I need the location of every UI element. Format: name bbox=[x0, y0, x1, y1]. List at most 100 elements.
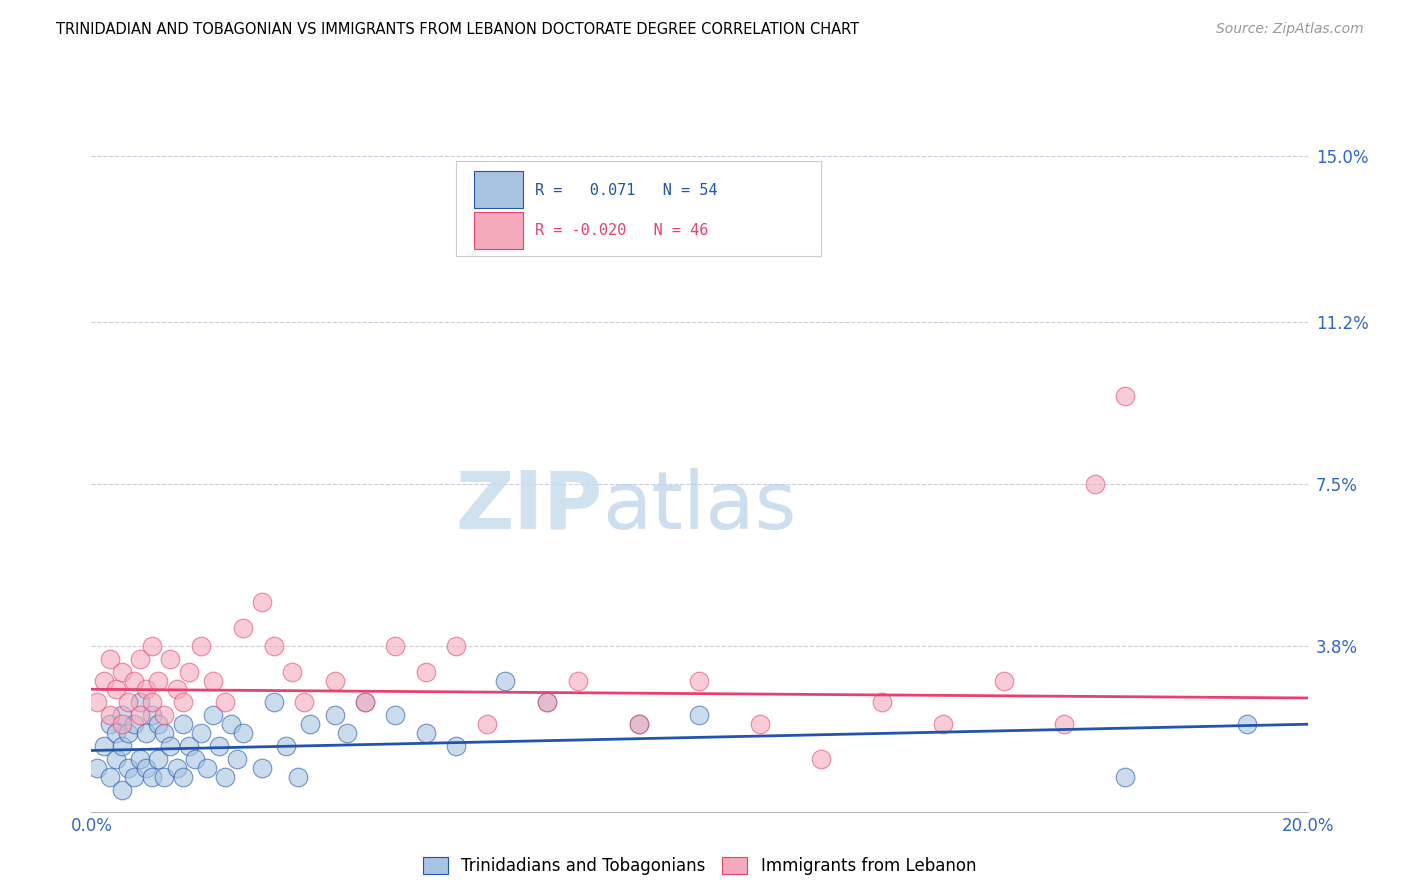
Point bbox=[141, 639, 163, 653]
Point bbox=[93, 739, 115, 753]
Point bbox=[129, 651, 152, 665]
Point bbox=[111, 739, 134, 753]
Text: ZIP: ZIP bbox=[456, 467, 602, 546]
Point bbox=[627, 717, 650, 731]
Point bbox=[627, 717, 650, 731]
Point bbox=[263, 639, 285, 653]
Legend: Trinidadians and Tobagonians, Immigrants from Lebanon: Trinidadians and Tobagonians, Immigrants… bbox=[416, 850, 983, 881]
Point bbox=[153, 770, 176, 784]
Point bbox=[1084, 476, 1107, 491]
Point bbox=[494, 673, 516, 688]
Point bbox=[299, 717, 322, 731]
Point bbox=[214, 770, 236, 784]
FancyBboxPatch shape bbox=[456, 161, 821, 256]
Point bbox=[688, 708, 710, 723]
Point bbox=[250, 761, 273, 775]
Point bbox=[159, 651, 181, 665]
Point bbox=[202, 673, 225, 688]
Point bbox=[195, 761, 218, 775]
Point bbox=[870, 695, 893, 709]
Point bbox=[323, 708, 346, 723]
Point bbox=[214, 695, 236, 709]
Point bbox=[226, 752, 249, 766]
Point bbox=[384, 708, 406, 723]
Point bbox=[129, 708, 152, 723]
Point bbox=[122, 673, 145, 688]
Point bbox=[536, 695, 558, 709]
Point bbox=[415, 665, 437, 679]
Point bbox=[148, 673, 170, 688]
Point bbox=[1053, 717, 1076, 731]
Point bbox=[931, 717, 953, 731]
Text: Source: ZipAtlas.com: Source: ZipAtlas.com bbox=[1216, 22, 1364, 37]
Point bbox=[219, 717, 242, 731]
Point bbox=[122, 770, 145, 784]
Point bbox=[111, 708, 134, 723]
Point bbox=[415, 726, 437, 740]
Point bbox=[104, 726, 127, 740]
Point bbox=[117, 761, 139, 775]
Point bbox=[184, 752, 207, 766]
Point bbox=[104, 752, 127, 766]
Text: R = -0.020   N = 46: R = -0.020 N = 46 bbox=[536, 223, 709, 238]
Point bbox=[166, 682, 188, 697]
Point bbox=[177, 665, 200, 679]
Point bbox=[281, 665, 304, 679]
Point bbox=[135, 726, 157, 740]
Point bbox=[111, 717, 134, 731]
Point bbox=[1236, 717, 1258, 731]
Point bbox=[141, 695, 163, 709]
Point bbox=[86, 761, 108, 775]
Point bbox=[263, 695, 285, 709]
Point bbox=[567, 673, 589, 688]
Point bbox=[135, 682, 157, 697]
Point bbox=[148, 717, 170, 731]
Point bbox=[749, 717, 772, 731]
Point bbox=[202, 708, 225, 723]
Point bbox=[129, 752, 152, 766]
Text: R =   0.071   N = 54: R = 0.071 N = 54 bbox=[536, 183, 718, 197]
Point bbox=[141, 708, 163, 723]
Point bbox=[135, 761, 157, 775]
Point bbox=[177, 739, 200, 753]
Point bbox=[444, 639, 467, 653]
Point bbox=[250, 595, 273, 609]
Point bbox=[98, 708, 121, 723]
Point bbox=[172, 770, 194, 784]
Point bbox=[1114, 770, 1136, 784]
Point bbox=[274, 739, 297, 753]
Point bbox=[141, 770, 163, 784]
Point bbox=[232, 726, 254, 740]
Point bbox=[1114, 389, 1136, 403]
Point bbox=[166, 761, 188, 775]
Text: TRINIDADIAN AND TOBAGONIAN VS IMMIGRANTS FROM LEBANON DOCTORATE DEGREE CORRELATI: TRINIDADIAN AND TOBAGONIAN VS IMMIGRANTS… bbox=[56, 22, 859, 37]
Point bbox=[688, 673, 710, 688]
Point bbox=[93, 673, 115, 688]
Point bbox=[117, 726, 139, 740]
Point bbox=[292, 695, 315, 709]
Point bbox=[111, 665, 134, 679]
Point bbox=[287, 770, 309, 784]
Point bbox=[444, 739, 467, 753]
Point bbox=[190, 639, 212, 653]
Point bbox=[172, 717, 194, 731]
Point bbox=[104, 682, 127, 697]
Point bbox=[993, 673, 1015, 688]
Point bbox=[172, 695, 194, 709]
Point bbox=[354, 695, 377, 709]
Point bbox=[475, 717, 498, 731]
Text: atlas: atlas bbox=[602, 467, 797, 546]
FancyBboxPatch shape bbox=[474, 171, 523, 209]
Point bbox=[354, 695, 377, 709]
Point bbox=[98, 770, 121, 784]
Point bbox=[232, 621, 254, 635]
Point bbox=[159, 739, 181, 753]
Point bbox=[86, 695, 108, 709]
Point bbox=[111, 782, 134, 797]
Point bbox=[384, 639, 406, 653]
Point bbox=[148, 752, 170, 766]
Point bbox=[98, 717, 121, 731]
Point bbox=[153, 726, 176, 740]
FancyBboxPatch shape bbox=[474, 211, 523, 249]
Point bbox=[129, 695, 152, 709]
